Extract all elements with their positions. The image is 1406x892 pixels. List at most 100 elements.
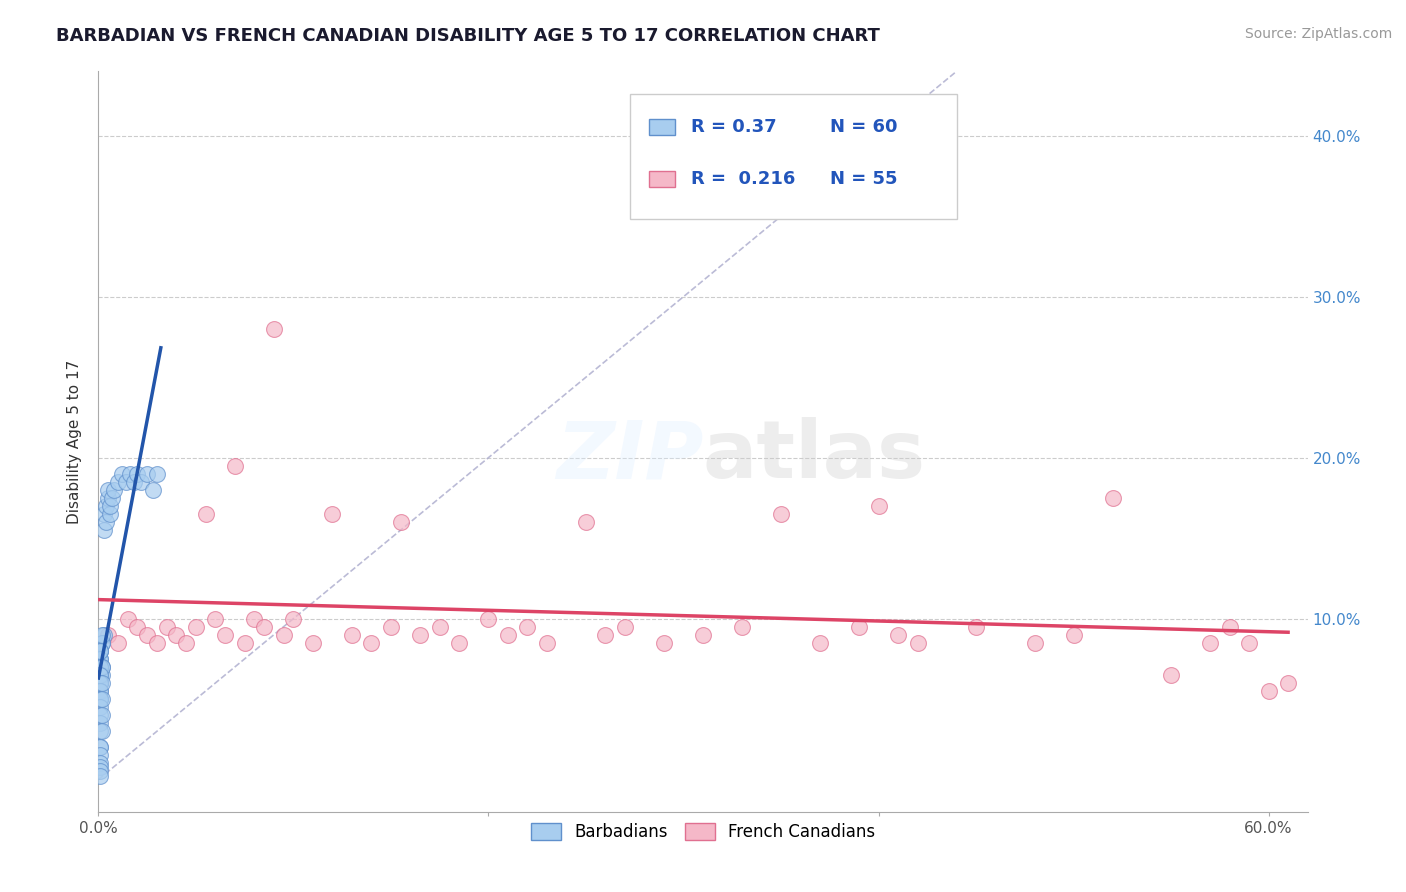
Point <box>1063 628 1085 642</box>
Point <box>89 660 111 674</box>
Point <box>96 499 118 513</box>
Point <box>89 644 111 658</box>
Text: R = 0.37: R = 0.37 <box>690 118 776 136</box>
Point <box>214 628 236 642</box>
Point <box>536 636 558 650</box>
Bar <box>648 119 675 135</box>
Point <box>89 769 111 783</box>
Point <box>89 764 111 779</box>
Point <box>575 515 598 529</box>
Point <box>89 660 111 674</box>
Point <box>429 619 451 633</box>
Point <box>136 467 159 481</box>
Point <box>91 660 114 674</box>
Point <box>449 636 471 650</box>
Point <box>360 636 382 650</box>
Point <box>114 475 136 489</box>
Point <box>91 636 114 650</box>
Point <box>89 708 111 723</box>
Point <box>89 740 111 755</box>
Point <box>868 499 890 513</box>
Point <box>273 628 295 642</box>
Point <box>907 636 929 650</box>
Point <box>887 628 910 642</box>
Y-axis label: Disability Age 5 to 17: Disability Age 5 to 17 <box>67 359 83 524</box>
Text: Source: ZipAtlas.com: Source: ZipAtlas.com <box>1244 27 1392 41</box>
Point <box>243 611 266 625</box>
Point <box>89 652 111 666</box>
Point <box>97 628 120 642</box>
Point <box>89 652 111 666</box>
Point <box>89 748 111 763</box>
Point <box>89 716 111 731</box>
Point <box>118 467 141 481</box>
Point <box>224 458 246 473</box>
Point <box>89 684 111 698</box>
Point <box>89 668 111 682</box>
Point <box>107 636 129 650</box>
Point <box>614 619 637 633</box>
Legend: Barbadians, French Canadians: Barbadians, French Canadians <box>524 816 882 847</box>
Point <box>204 611 226 625</box>
Point <box>127 619 149 633</box>
Point <box>146 636 169 650</box>
Point <box>1024 636 1046 650</box>
Point <box>98 507 121 521</box>
Point <box>89 668 111 682</box>
Bar <box>648 170 675 186</box>
Point <box>156 619 179 633</box>
Point <box>194 507 217 521</box>
Point <box>1277 676 1299 690</box>
Point <box>127 467 149 481</box>
Point <box>263 322 285 336</box>
Point <box>89 692 111 706</box>
Point <box>1257 684 1279 698</box>
Point <box>91 636 114 650</box>
Point <box>409 628 432 642</box>
Point <box>91 708 114 723</box>
Text: ZIP: ZIP <box>555 417 703 495</box>
Point <box>89 676 111 690</box>
Point <box>302 636 325 650</box>
Point <box>253 619 276 633</box>
Point <box>165 628 187 642</box>
Point <box>516 619 538 633</box>
Point <box>389 515 412 529</box>
Point <box>142 483 165 497</box>
Point <box>146 467 169 481</box>
Point <box>89 676 111 690</box>
Point <box>91 676 114 690</box>
Point <box>93 507 115 521</box>
Text: atlas: atlas <box>703 417 927 495</box>
Point <box>340 628 363 642</box>
Point <box>96 515 118 529</box>
Point <box>136 628 159 642</box>
Point <box>89 668 111 682</box>
Point <box>1101 491 1123 505</box>
Point <box>1219 619 1241 633</box>
Point <box>93 628 115 642</box>
Point <box>89 644 111 658</box>
Point <box>111 467 134 481</box>
Text: N = 60: N = 60 <box>830 118 897 136</box>
Point <box>692 628 714 642</box>
Point <box>122 475 145 489</box>
Point <box>1199 636 1222 650</box>
Point <box>848 619 870 633</box>
Point <box>283 611 305 625</box>
Point <box>103 483 125 497</box>
Point <box>808 636 831 650</box>
Point <box>107 475 129 489</box>
Point <box>89 756 111 771</box>
Point <box>1237 636 1260 650</box>
Point <box>89 644 111 658</box>
Point <box>965 619 987 633</box>
Text: R =  0.216: R = 0.216 <box>690 169 796 187</box>
Point <box>1160 668 1182 682</box>
Point <box>101 491 124 505</box>
Point <box>89 676 111 690</box>
Point <box>89 740 111 755</box>
Text: N = 55: N = 55 <box>830 169 897 187</box>
Point <box>89 692 111 706</box>
Point <box>380 619 402 633</box>
